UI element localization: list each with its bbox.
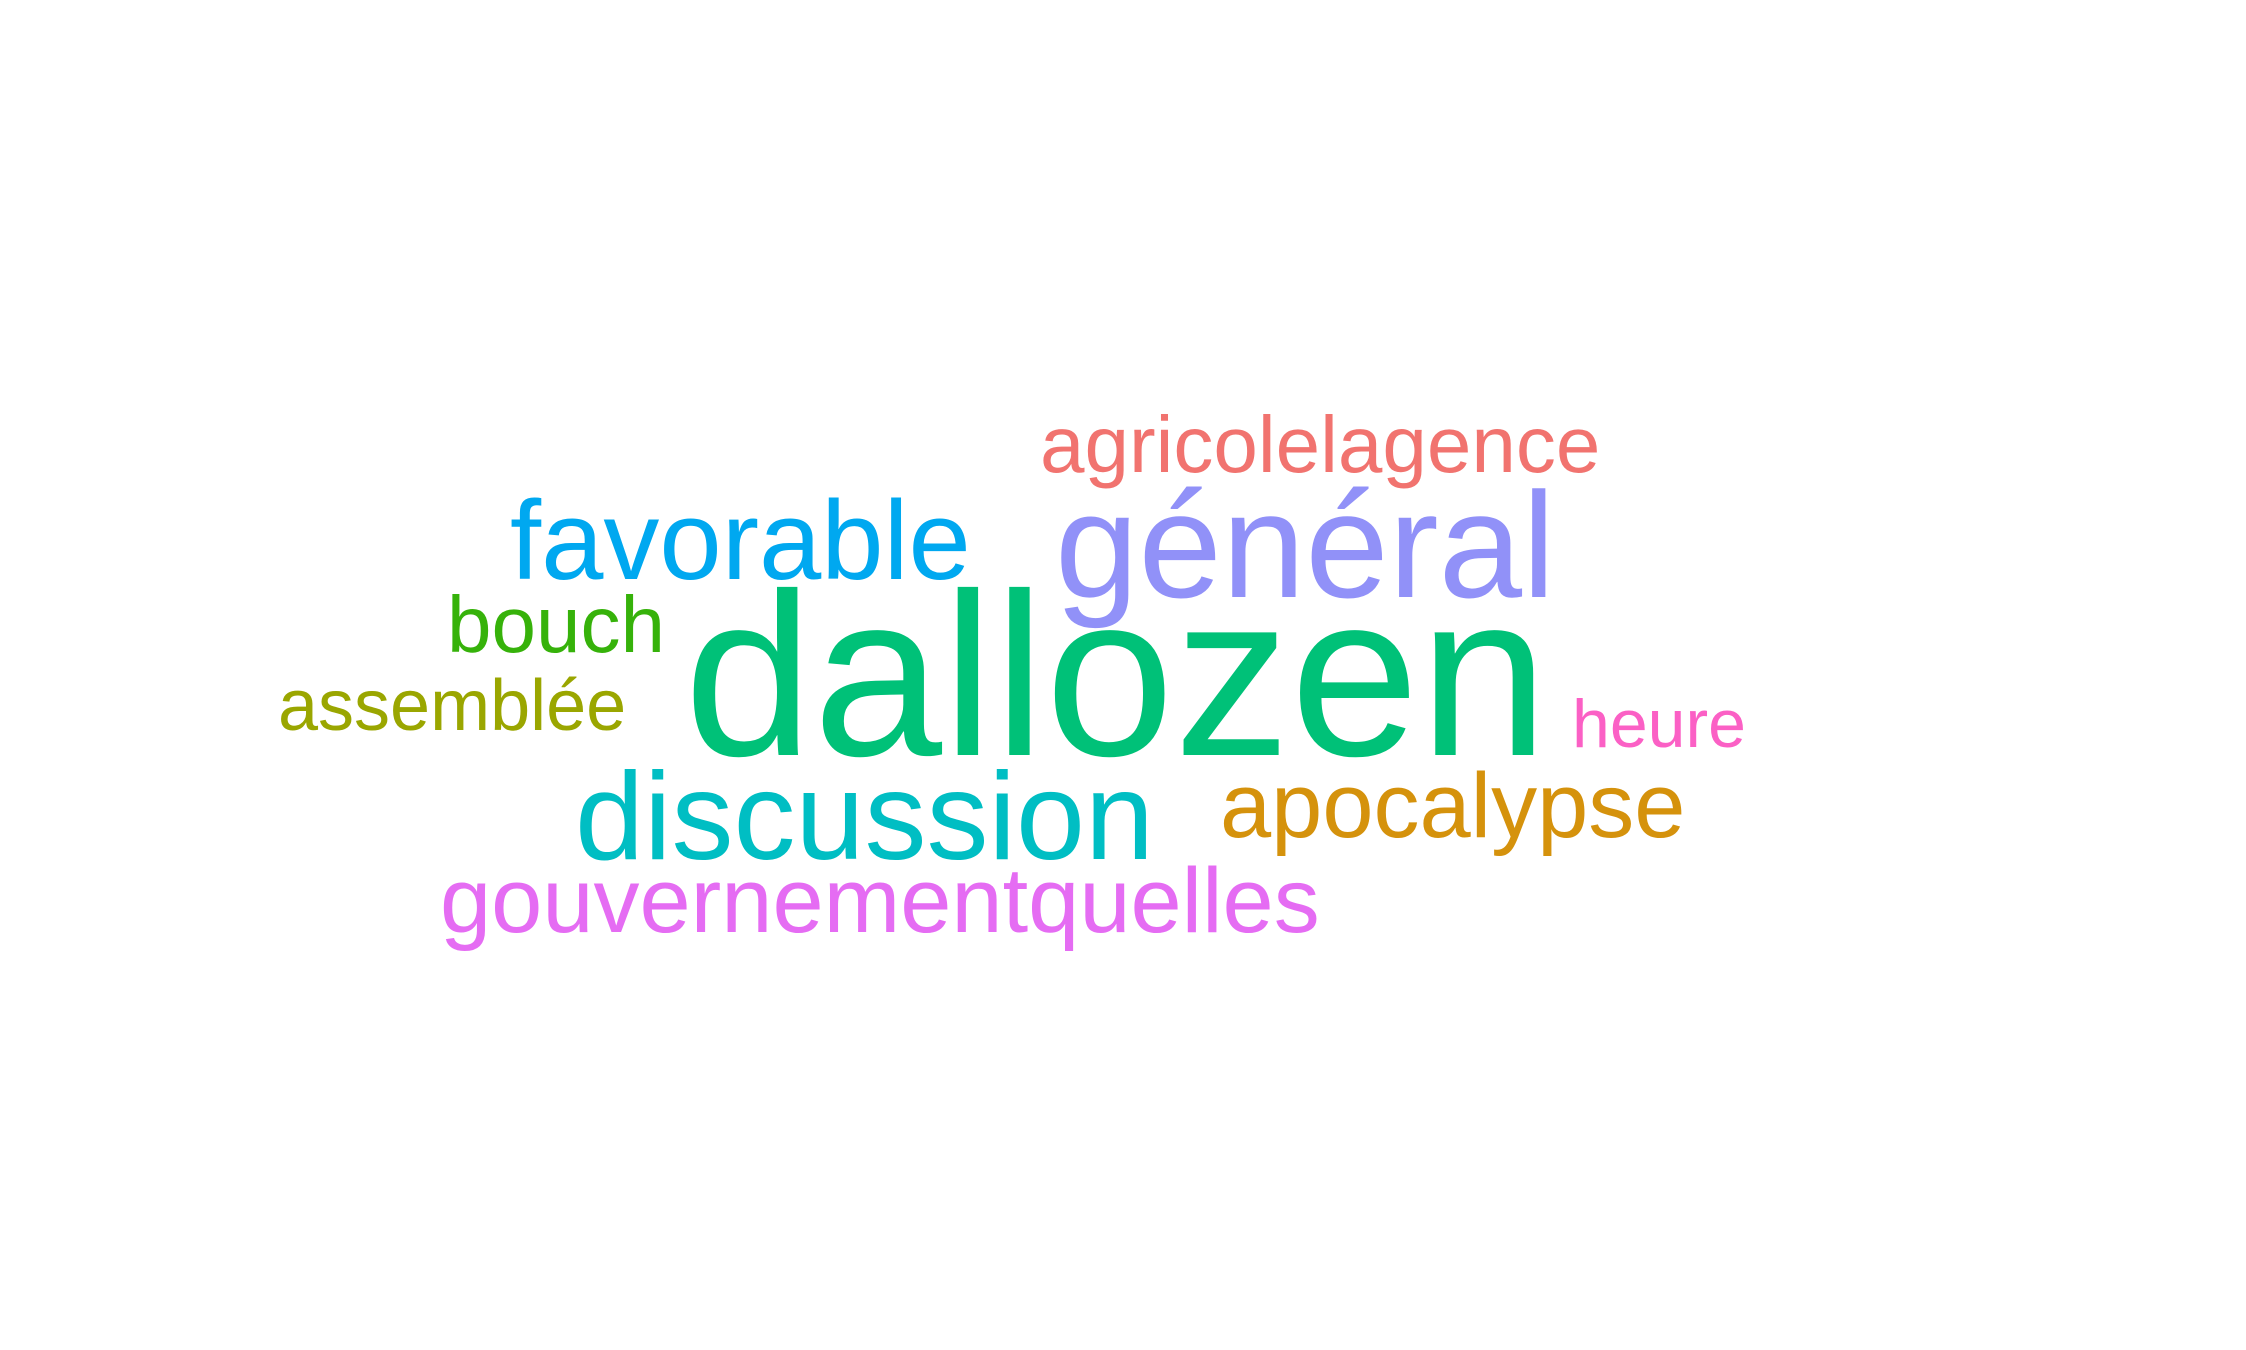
- word-general: général: [1055, 461, 1556, 629]
- word-assemblee: assemblée: [278, 666, 627, 746]
- word-gouvernementquelles: gouvernementquelles: [440, 850, 1320, 952]
- word-heure: heure: [1572, 686, 1746, 762]
- word-agricolelagence: agricolelagence: [1040, 400, 1601, 489]
- word-discussion: discussion: [575, 748, 1154, 886]
- word-bouch: bouch: [447, 580, 665, 669]
- word-favorable: favorable: [510, 478, 971, 603]
- word-dallozen: dallozen: [684, 546, 1549, 805]
- word-apocalypse: apocalypse: [1220, 755, 1686, 857]
